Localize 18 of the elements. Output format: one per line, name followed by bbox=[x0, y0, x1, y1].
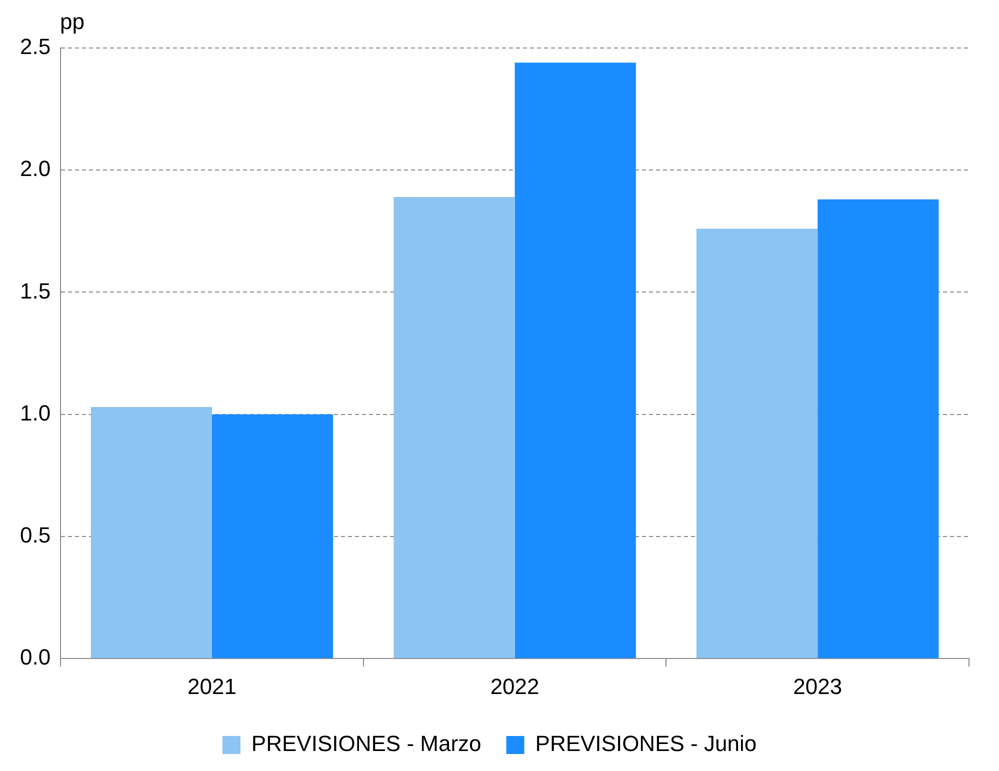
x-tick-label: 2022 bbox=[490, 674, 540, 699]
y-tick-label: 0.0 bbox=[20, 644, 51, 670]
y-tick-label: 2.5 bbox=[20, 34, 51, 60]
y-tick-label: 0.5 bbox=[20, 522, 51, 548]
legend-label: PREVISIONES - Junio bbox=[535, 731, 757, 756]
bar bbox=[696, 228, 818, 658]
x-tick-label: 2023 bbox=[793, 674, 842, 699]
y-tick-label: 2.0 bbox=[20, 156, 51, 182]
bar bbox=[90, 407, 212, 658]
bar bbox=[394, 196, 515, 658]
y-tick-label: 1.5 bbox=[20, 278, 51, 304]
y-tick-label: 1.0 bbox=[20, 400, 51, 426]
legend-label: PREVISIONES - Marzo bbox=[251, 731, 482, 756]
y-axis-title: pp bbox=[60, 9, 84, 34]
bar bbox=[514, 62, 636, 658]
bar bbox=[818, 199, 939, 658]
bar bbox=[212, 414, 334, 658]
x-tick-label: 2021 bbox=[188, 674, 236, 699]
